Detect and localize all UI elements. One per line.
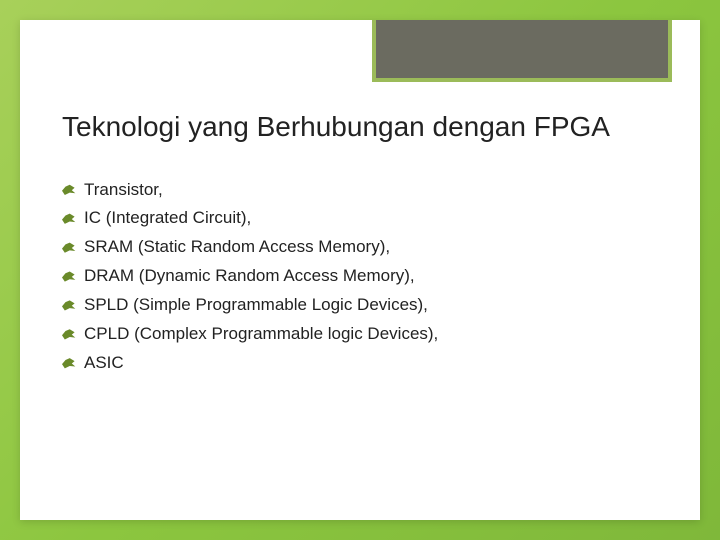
list-item: ASIC — [62, 349, 658, 378]
slide-card: Teknologi yang Berhubungan dengan FPGA T… — [20, 20, 700, 520]
list-item: SRAM (Static Random Access Memory), — [62, 233, 658, 262]
slide-title: Teknologi yang Berhubungan dengan FPGA — [62, 110, 658, 144]
list-item: SPLD (Simple Programmable Logic Devices)… — [62, 291, 658, 320]
slide-content: Teknologi yang Berhubungan dengan FPGA T… — [62, 110, 658, 378]
list-item: Transistor, — [62, 176, 658, 205]
list-item: IC (Integrated Circuit), — [62, 204, 658, 233]
list-item: CPLD (Complex Programmable logic Devices… — [62, 320, 658, 349]
header-accent-box — [372, 20, 672, 82]
bullet-list: Transistor, IC (Integrated Circuit), SRA… — [62, 176, 658, 378]
list-item: DRAM (Dynamic Random Access Memory), — [62, 262, 658, 291]
